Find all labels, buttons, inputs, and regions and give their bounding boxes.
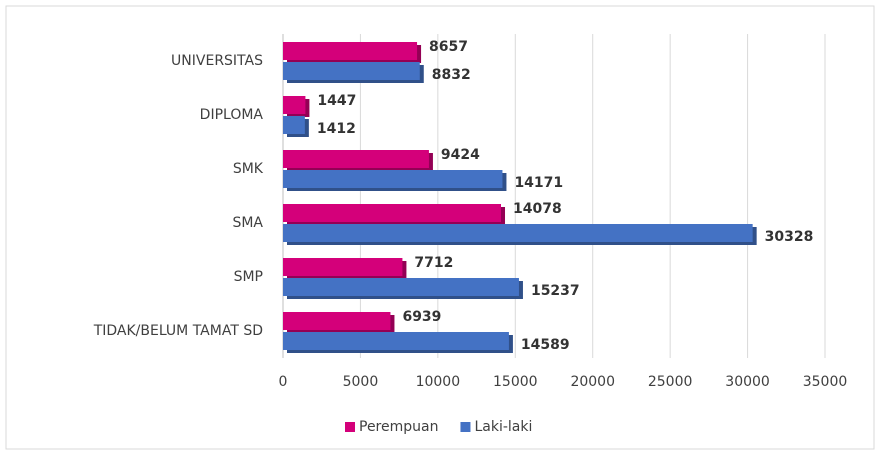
value-label: 14078 (513, 201, 562, 217)
value-label: 6939 (402, 309, 441, 325)
bar (283, 312, 391, 330)
legend-swatch (460, 422, 471, 432)
bar (283, 62, 420, 80)
y-tick-label: DIPLOMA (200, 107, 264, 123)
x-tick-label: 15000 (493, 374, 538, 390)
y-tick-label: UNIVERSITAS (171, 53, 263, 69)
x-tick-label: 10000 (416, 374, 461, 390)
bar (283, 204, 502, 222)
y-tick-label: SMP (234, 269, 263, 285)
value-label: 1447 (317, 93, 356, 109)
value-label: 7712 (414, 255, 453, 271)
bar (283, 332, 509, 350)
value-label: 30328 (765, 229, 814, 245)
legend-label: Laki-laki (474, 419, 532, 435)
y-tick-label: SMA (232, 215, 263, 231)
bar (283, 42, 418, 60)
value-label: 14589 (521, 337, 570, 353)
y-tick-label: TIDAK/BELUM TAMAT SD (93, 323, 263, 339)
value-label: 15237 (531, 283, 580, 299)
value-label: 1412 (317, 121, 356, 137)
legend-swatch (345, 422, 355, 432)
x-tick-label: 35000 (803, 374, 848, 390)
value-label: 8657 (429, 39, 468, 55)
bar (283, 116, 305, 134)
bar (283, 258, 403, 276)
legend-label: Perempuan (359, 419, 438, 435)
bar (283, 150, 429, 168)
x-tick-label: 25000 (648, 374, 693, 390)
y-tick-label: SMK (233, 161, 264, 177)
x-tick-label: 5000 (343, 374, 379, 390)
value-label: 9424 (441, 147, 480, 163)
bar (283, 278, 519, 296)
x-tick-label: 0 (279, 374, 288, 390)
value-label: 14171 (514, 175, 563, 191)
value-label: 8832 (432, 67, 471, 83)
bar (283, 170, 503, 188)
x-tick-label: 30000 (725, 374, 770, 390)
bar (283, 224, 753, 242)
bar (283, 96, 306, 114)
x-tick-label: 20000 (570, 374, 615, 390)
